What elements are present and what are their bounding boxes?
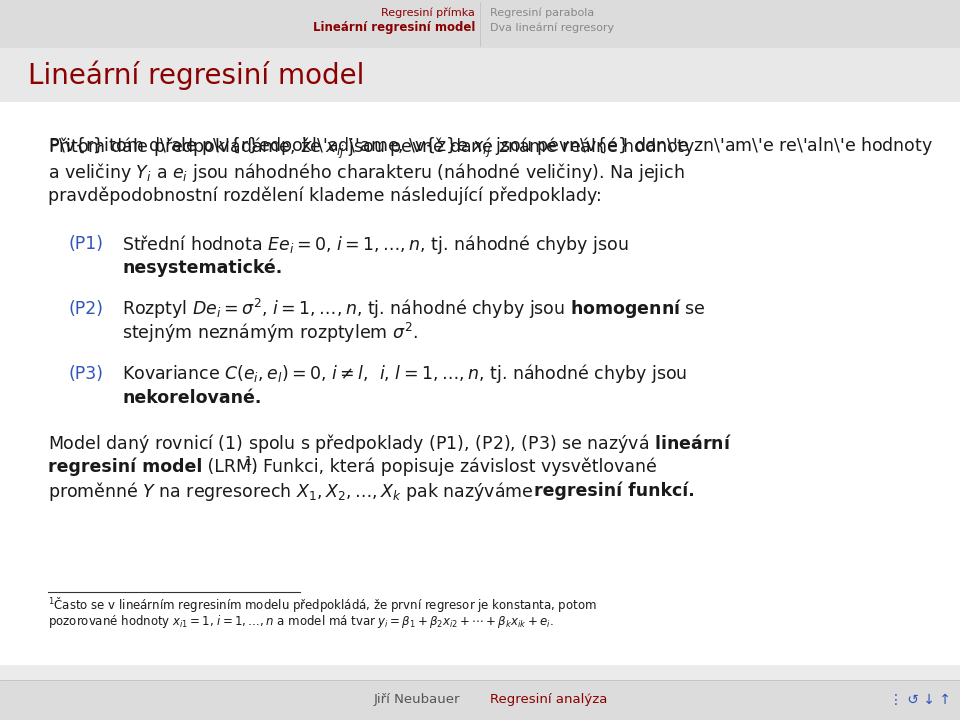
- Text: (P3): (P3): [68, 364, 103, 382]
- Bar: [0, 0, 960, 48]
- Text: Střední hodnota $Ee_i = 0$, $i = 1, \ldots, n$, tj. náhodné chyby jsou: Střední hodnota $Ee_i = 0$, $i = 1, \ldo…: [122, 233, 629, 256]
- Text: P\v{r}itom d\'ale p\v{r}edpokl\'ad\'ame, \v{z}e $x_{ij}$ jsou pevn\v{e} dan\'e z: P\v{r}itom d\'ale p\v{r}edpokl\'ad\'ame,…: [48, 136, 933, 160]
- Text: (P1): (P1): [68, 235, 103, 253]
- Text: pravděpodobnostní rozdělení klademe následující předpoklady:: pravděpodobnostní rozdělení klademe násl…: [48, 186, 602, 205]
- Text: (LRM): (LRM): [203, 458, 258, 476]
- Text: Dva lineární regresory: Dva lineární regresory: [490, 23, 614, 33]
- Text: regresiní model: regresiní model: [48, 458, 203, 477]
- Text: Jiří Neubauer: Jiří Neubauer: [373, 693, 460, 706]
- Bar: [0, 48, 960, 102]
- Text: ⋮ ↺ ↓ ↑: ⋮ ↺ ↓ ↑: [889, 693, 951, 707]
- Text: pozorované hodnoty $x_{i1} = 1$, $i = 1, \ldots, n$ a model má tvar $y_i = \beta: pozorované hodnoty $x_{i1} = 1$, $i = 1,…: [48, 613, 554, 629]
- Text: Kovariance $C(e_i, e_l) = 0$, $i \neq l$,  $i$, $l = 1, \ldots, n$, tj. náhodné : Kovariance $C(e_i, e_l) = 0$, $i \neq l$…: [122, 362, 687, 385]
- Text: Přitom dále předpokládáme, že $x_{ij}$ jsou pevně dané známé reálné hodnoty: Přitom dále předpokládáme, že $x_{ij}$ j…: [48, 135, 695, 161]
- Text: stejným neznámým rozptylem $\sigma^2$.: stejným neznámým rozptylem $\sigma^2$.: [122, 320, 418, 345]
- Bar: [0, 680, 960, 720]
- Text: proměnné $Y$ na regresorech $X_1, X_2, \ldots, X_k$ pak nazýváme: proměnné $Y$ na regresorech $X_1, X_2, \…: [48, 480, 535, 503]
- Text: Regresiní přímka: Regresiní přímka: [381, 8, 475, 18]
- Text: . Funkci, která popisuje závislost vysvětlované: . Funkci, která popisuje závislost vysvě…: [252, 458, 658, 477]
- Text: nesystematické.: nesystematické.: [122, 258, 282, 277]
- Text: nekorelované.: nekorelované.: [122, 389, 261, 407]
- Text: Model daný rovnicí (1) spolu s předpoklady (P1), (P2), (P3) se nazývá $\mathbf{l: Model daný rovnicí (1) spolu s předpokla…: [48, 432, 732, 455]
- Text: 1: 1: [245, 455, 252, 468]
- Text: a veličiny $Y_i$ a $e_i$ jsou náhodného charakteru (náhodné veličiny). Na jejich: a veličiny $Y_i$ a $e_i$ jsou náhodného …: [48, 161, 684, 184]
- Text: regresiní funkcí.: regresiní funkcí.: [535, 482, 695, 500]
- Text: Regresiní parabola: Regresiní parabola: [490, 8, 594, 18]
- Text: Rozptyl $De_i = \sigma^2$, $i = 1, \ldots, n$, tj. náhodné chyby jsou $\mathbf{h: Rozptyl $De_i = \sigma^2$, $i = 1, \ldot…: [122, 297, 706, 321]
- Text: $^1$Často se v lineárním regresiním modelu předpokládá, že první regresor je kon: $^1$Často se v lineárním regresiním mode…: [48, 595, 597, 614]
- Bar: [0, 102, 960, 665]
- Text: Lineární regresiní model: Lineární regresiní model: [313, 22, 475, 35]
- Text: (P2): (P2): [68, 300, 103, 318]
- Text: Regresiní analýza: Regresiní analýza: [490, 693, 608, 706]
- Text: Lineární regresiní model: Lineární regresiní model: [28, 60, 365, 90]
